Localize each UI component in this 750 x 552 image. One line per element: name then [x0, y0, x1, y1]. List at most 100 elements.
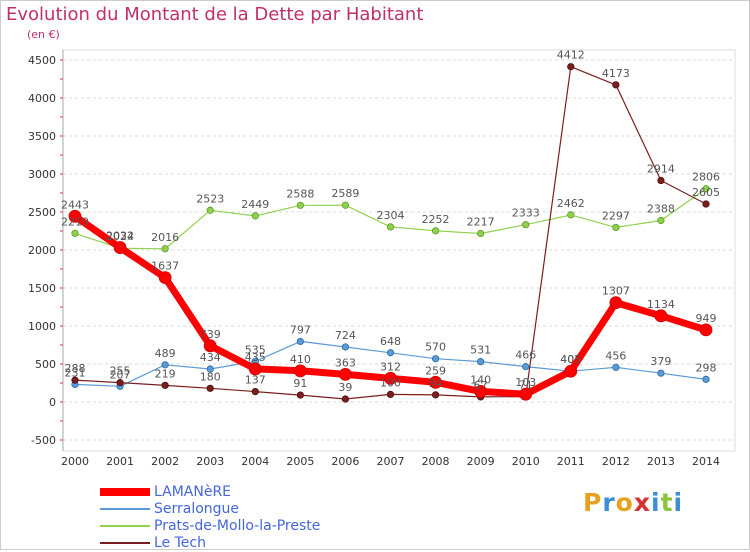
data-label: 2217	[467, 216, 495, 229]
y-tick-label: 1500	[28, 282, 56, 295]
data-label: 797	[290, 323, 311, 336]
data-label: 379	[650, 355, 671, 368]
data-label: 2032	[106, 230, 134, 243]
data-label: 434	[200, 351, 221, 364]
data-point	[296, 201, 304, 209]
data-label: 724	[335, 329, 356, 342]
data-point	[339, 368, 352, 381]
data-label: 259	[425, 364, 446, 377]
data-label: 2914	[647, 163, 675, 176]
data-point	[567, 63, 575, 71]
data-label: 535	[245, 343, 266, 356]
data-label: 1134	[647, 298, 675, 311]
data-label: 231	[65, 366, 86, 379]
data-label: 570	[425, 341, 446, 354]
data-point	[158, 271, 172, 284]
legend-swatch	[100, 488, 150, 496]
data-point	[161, 245, 169, 253]
data-point	[567, 211, 575, 219]
data-label: 4173	[602, 67, 630, 80]
data-point	[657, 216, 665, 225]
data-label: 2388	[647, 203, 675, 216]
data-point	[474, 384, 488, 398]
y-tick-label: 2500	[28, 206, 56, 219]
data-label: 298	[696, 361, 717, 374]
data-label: 91	[293, 377, 307, 390]
data-point	[612, 223, 620, 232]
x-tick-label: 2002	[151, 455, 179, 468]
x-tick-label: 2010	[512, 455, 540, 468]
data-label: 405	[560, 353, 581, 366]
data-label: 137	[245, 374, 266, 387]
data-label: 2806	[692, 171, 720, 184]
x-tick-label: 2006	[331, 455, 359, 468]
y-tick-label: 3500	[28, 130, 56, 143]
data-point	[161, 361, 169, 369]
x-tick-label: 2007	[377, 455, 405, 468]
logo-letter: x	[633, 488, 651, 517]
data-label: 140	[470, 373, 491, 386]
logo-letter: P	[583, 488, 603, 517]
data-point	[564, 364, 578, 378]
x-tick-label: 2013	[647, 455, 675, 468]
data-label: 2589	[331, 187, 359, 200]
data-label: 2462	[557, 197, 585, 210]
data-point	[702, 375, 710, 383]
y-tick-label: 500	[35, 358, 56, 371]
data-label: 435	[245, 351, 266, 364]
data-label: 466	[515, 349, 536, 362]
data-label: 363	[335, 356, 356, 369]
logo-letter: o	[615, 488, 634, 517]
legend-swatch	[100, 508, 150, 510]
data-point	[116, 379, 124, 387]
data-point	[161, 381, 169, 389]
data-label: 288	[65, 362, 86, 375]
x-tick-label: 2011	[557, 455, 585, 468]
data-point	[477, 229, 485, 238]
data-point	[293, 364, 307, 378]
y-tick-label: 3000	[28, 168, 56, 181]
chart-title: Evolution du Montant de la Dette par Hab…	[6, 4, 424, 25]
data-point	[477, 358, 485, 366]
data-label: 180	[200, 370, 221, 383]
data-point	[654, 309, 668, 323]
data-label: 489	[155, 347, 176, 360]
logo-letter: i	[651, 488, 661, 517]
data-point	[657, 369, 665, 377]
data-point	[429, 375, 442, 389]
data-point	[522, 221, 530, 229]
data-label: 71	[519, 379, 533, 392]
logo-letter: t	[660, 488, 674, 517]
legend-swatch	[100, 542, 150, 544]
x-tick-label: 2012	[602, 455, 630, 468]
data-label: 100	[380, 376, 401, 389]
data-point	[519, 387, 533, 401]
data-label: 255	[110, 365, 131, 378]
data-point	[341, 343, 350, 351]
data-label: 2443	[61, 198, 89, 211]
data-label: 949	[696, 312, 717, 325]
y-tick-label: 1000	[28, 320, 56, 333]
data-point	[71, 376, 79, 384]
logo-letter: i	[673, 488, 684, 517]
data-point	[206, 206, 214, 214]
legend-label: Le Tech	[154, 535, 206, 551]
x-tick-label: 2004	[241, 455, 269, 468]
data-label: 207	[110, 368, 131, 381]
data-label: 2333	[512, 207, 540, 220]
x-tick-label: 2008	[422, 455, 450, 468]
data-point	[612, 363, 620, 371]
data-point	[206, 384, 214, 392]
data-point	[248, 362, 262, 376]
data-point	[341, 395, 350, 403]
data-point	[386, 349, 395, 357]
data-point	[431, 391, 440, 399]
data-label: 2523	[196, 192, 224, 205]
y-tick-label: 4500	[28, 54, 56, 67]
data-point	[68, 209, 82, 223]
data-point	[612, 81, 620, 89]
data-label: 1637	[151, 260, 179, 273]
data-point	[296, 337, 304, 346]
data-point	[296, 391, 304, 399]
